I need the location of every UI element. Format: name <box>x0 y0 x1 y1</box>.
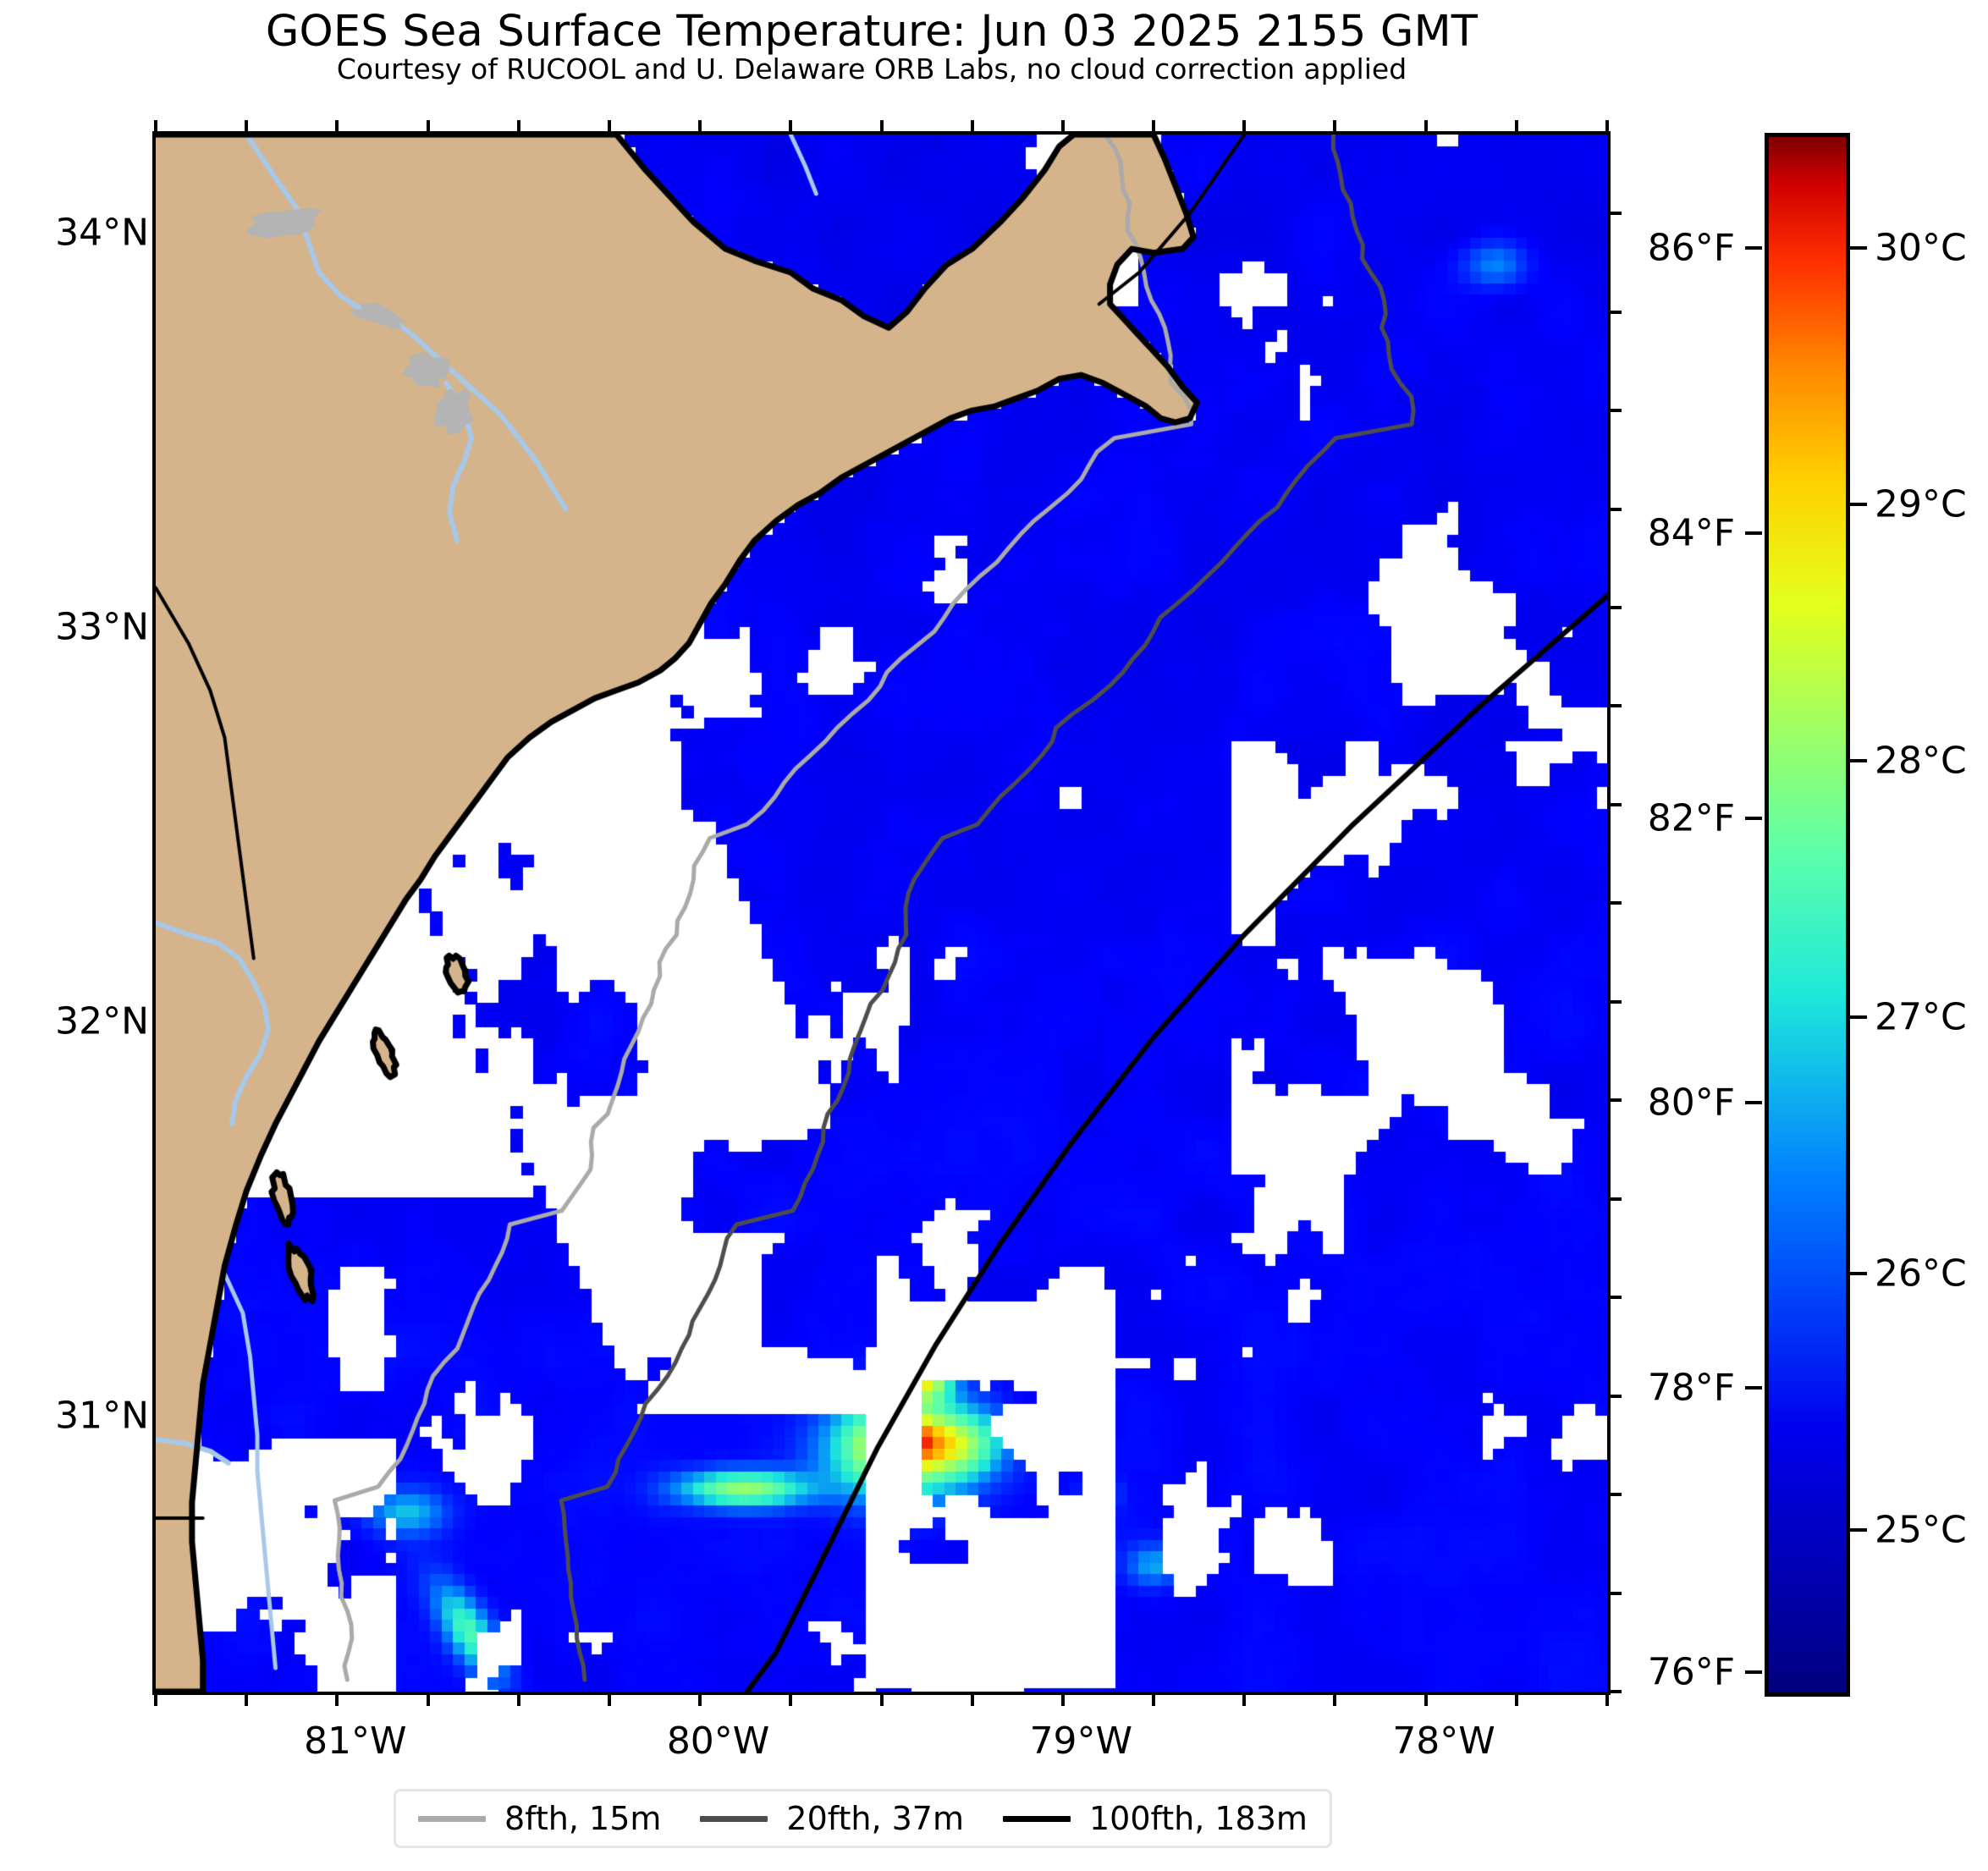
lat-tick-right <box>1611 704 1622 708</box>
lat-tick-right <box>1611 605 1622 609</box>
lat-tick-right <box>1611 1098 1622 1103</box>
lat-tick-right <box>1611 1296 1622 1300</box>
lat-label-33: 33°N <box>55 605 149 649</box>
lat-label-32: 32°N <box>55 999 149 1043</box>
colorbar-label-86f: 86°F <box>1647 226 1735 270</box>
colorbar-tick-c <box>1850 1528 1867 1533</box>
lon-tick-bottom <box>426 1695 430 1706</box>
lon-tick-bottom <box>516 1695 520 1706</box>
colorbar-label-82f: 82°F <box>1647 796 1735 840</box>
colorbar-label-27c: 27°C <box>1875 995 1967 1039</box>
figure-subtitle: Courtesy of RUCOOL and U. Delaware ORB L… <box>336 52 1407 85</box>
colorbar-label-78f: 78°F <box>1647 1366 1735 1410</box>
legend-item-2: 100fth, 183m <box>1002 1800 1308 1837</box>
colorbar-tick-c <box>1850 503 1867 507</box>
colorbar-tick-c <box>1850 759 1867 763</box>
lon-tick-top <box>1424 120 1428 131</box>
colorbar-tick-f <box>1745 246 1762 250</box>
colorbar-tick-f <box>1745 816 1762 820</box>
lon-tick-top <box>1152 120 1156 131</box>
legend-label: 100fth, 183m <box>1088 1800 1308 1837</box>
sst-raster-canvas <box>156 135 1607 1692</box>
colorbar-label-29c: 29°C <box>1875 482 1967 526</box>
colorbar-label-28c: 28°C <box>1875 739 1967 783</box>
lon-tick-top <box>1333 120 1337 131</box>
lat-tick-right <box>1611 999 1622 1004</box>
lon-label-79: 79°W <box>1029 1720 1133 1763</box>
lon-tick-top <box>1605 120 1609 131</box>
colorbar-tick-c <box>1850 1272 1867 1276</box>
lon-tick-bottom <box>698 1695 702 1706</box>
lon-tick-top <box>1242 120 1247 131</box>
lat-tick-right <box>1611 212 1622 216</box>
colorbar-tick-c <box>1850 246 1867 250</box>
lon-label-78: 78°W <box>1392 1720 1495 1763</box>
lat-tick-right <box>1611 409 1622 413</box>
colorbar-label-80f: 80°F <box>1647 1081 1735 1125</box>
lon-tick-bottom <box>1242 1695 1247 1706</box>
lon-tick-top <box>1514 120 1518 131</box>
lon-tick-bottom <box>1605 1695 1609 1706</box>
lon-tick-top <box>879 120 884 131</box>
legend-label: 8fth, 15m <box>504 1800 662 1837</box>
lat-tick-right <box>1611 1591 1622 1595</box>
temperature-colorbar <box>1765 133 1850 1697</box>
lon-tick-bottom <box>879 1695 884 1706</box>
colorbar-label-26c: 26°C <box>1875 1252 1967 1296</box>
lon-tick-top <box>245 120 249 131</box>
lon-tick-bottom <box>970 1695 974 1706</box>
legend-label: 20fth, 37m <box>786 1800 964 1837</box>
lon-tick-bottom <box>154 1695 157 1706</box>
lon-tick-bottom <box>1514 1695 1518 1706</box>
lon-tick-top <box>335 120 339 131</box>
colorbar-tick-f <box>1745 531 1762 535</box>
colorbar-tick-f <box>1745 1385 1762 1389</box>
colorbar-tick-f <box>1745 1670 1762 1675</box>
lat-tick-right <box>1611 901 1622 905</box>
bathymetry-legend: 8fth, 15m 20fth, 37m 100fth, 183m <box>394 1789 1332 1848</box>
lon-tick-top <box>1060 120 1065 131</box>
colorbar-label-30c: 30°C <box>1875 226 1967 270</box>
lon-tick-bottom <box>1152 1695 1156 1706</box>
colorbar-label-76f: 76°F <box>1647 1650 1735 1694</box>
lat-tick-right <box>1611 310 1622 314</box>
lon-tick-top <box>607 120 611 131</box>
lat-label-31: 31°N <box>55 1394 149 1438</box>
lat-tick-right <box>1611 1493 1622 1497</box>
lon-tick-top <box>154 120 157 131</box>
lat-tick-right <box>1611 1690 1622 1693</box>
legend-line-icon <box>418 1815 486 1822</box>
lat-tick-right <box>1611 1394 1622 1398</box>
lon-tick-bottom <box>245 1695 249 1706</box>
figure-title: GOES Sea Surface Temperature: Jun 03 202… <box>265 7 1479 57</box>
lon-tick-bottom <box>789 1695 793 1706</box>
lon-tick-bottom <box>1424 1695 1428 1706</box>
lat-label-34: 34°N <box>55 211 149 255</box>
lon-tick-bottom <box>335 1695 339 1706</box>
lon-label-80: 80°W <box>666 1720 770 1763</box>
colorbar-tick-f <box>1745 1101 1762 1105</box>
lat-tick-right <box>1611 802 1622 806</box>
legend-item-1: 20fth, 37m <box>700 1800 964 1837</box>
lon-tick-top <box>426 120 430 131</box>
colorbar-label-25c: 25°C <box>1875 1508 1967 1552</box>
lat-tick-right <box>1611 1197 1622 1201</box>
colorbar-label-84f: 84°F <box>1647 511 1735 555</box>
lon-tick-top <box>698 120 702 131</box>
colorbar-tick-c <box>1850 1015 1867 1020</box>
legend-item-0: 8fth, 15m <box>418 1800 661 1837</box>
lon-tick-top <box>789 120 793 131</box>
map-plot-area <box>152 131 1611 1695</box>
lon-tick-bottom <box>1060 1695 1065 1706</box>
lat-tick-right <box>1611 507 1622 511</box>
legend-line-icon <box>1002 1815 1071 1822</box>
lon-label-81: 81°W <box>304 1720 407 1763</box>
legend-line-icon <box>700 1815 768 1822</box>
lon-tick-bottom <box>1333 1695 1337 1706</box>
lon-tick-top <box>516 120 520 131</box>
lon-tick-bottom <box>607 1695 611 1706</box>
lon-tick-top <box>970 120 974 131</box>
